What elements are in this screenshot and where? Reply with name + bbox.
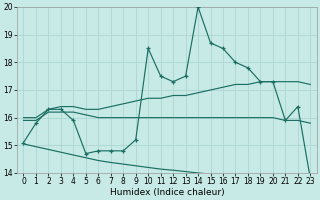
X-axis label: Humidex (Indice chaleur): Humidex (Indice chaleur): [109, 188, 224, 197]
